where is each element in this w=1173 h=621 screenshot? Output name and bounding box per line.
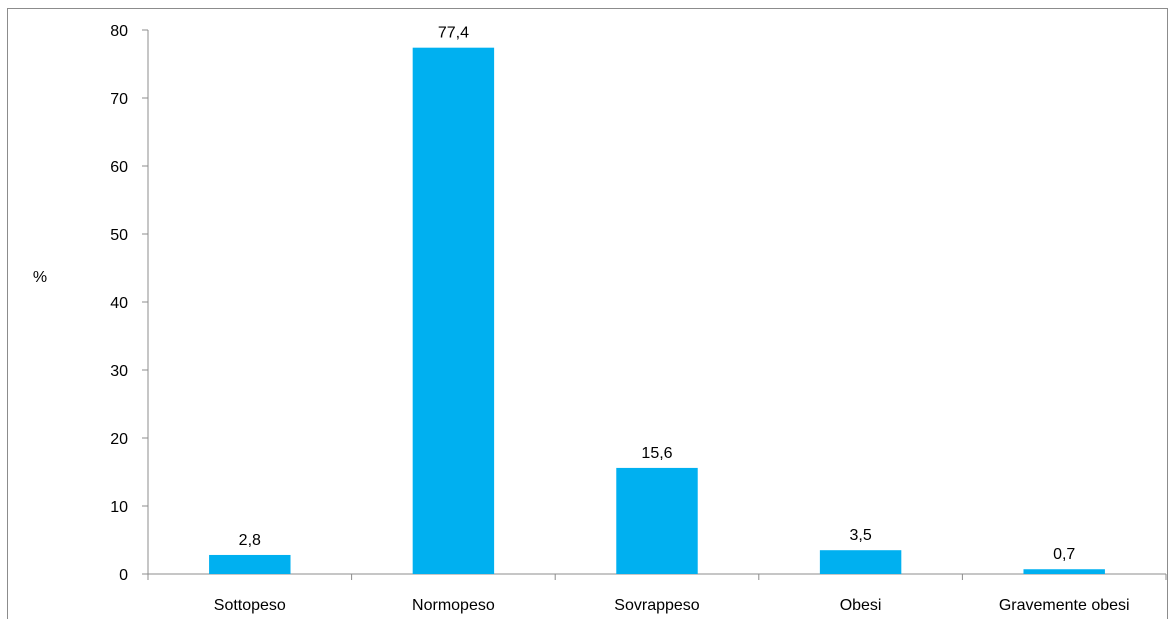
x-tick-label: Gravemente obesi <box>999 597 1130 614</box>
data-label: 15,6 <box>641 445 672 462</box>
x-tick-label: Normopeso <box>412 597 495 614</box>
chart-frame <box>7 8 1168 619</box>
bar <box>412 47 495 575</box>
bar <box>819 550 902 574</box>
x-tick-label: Obesi <box>840 597 882 614</box>
data-label: 2,8 <box>239 532 261 549</box>
bars <box>209 47 1105 575</box>
x-tick-label: Sovrappeso <box>614 597 699 614</box>
y-axis-label: % <box>33 269 47 286</box>
y-tick-label: 50 <box>110 227 128 244</box>
y-tick-label: 20 <box>110 431 128 448</box>
bar <box>209 554 291 574</box>
y-tick-label: 0 <box>119 567 128 584</box>
data-label: 0,7 <box>1053 546 1075 563</box>
x-tick-label: Sottopeso <box>214 597 286 614</box>
y-tick-label: 10 <box>110 499 128 516</box>
y-tick-label: 80 <box>110 23 128 40</box>
y-axis: 0 10 20 30 40 50 60 70 80 <box>110 23 149 584</box>
x-axis: Sottopeso Normopeso Sovrappeso Obesi Graveme… <box>147 573 1167 614</box>
y-tick-label: 70 <box>110 91 128 108</box>
y-tick-label: 30 <box>110 363 128 380</box>
y-tick-label: 60 <box>110 159 128 176</box>
data-label: 77,4 <box>438 25 469 42</box>
data-labels: 2,8 77,4 15,6 3,5 0,7 <box>239 25 1076 564</box>
bar <box>1023 569 1105 574</box>
data-label: 3,5 <box>849 527 871 544</box>
y-tick-label: 40 <box>110 295 128 312</box>
bar <box>616 467 698 574</box>
